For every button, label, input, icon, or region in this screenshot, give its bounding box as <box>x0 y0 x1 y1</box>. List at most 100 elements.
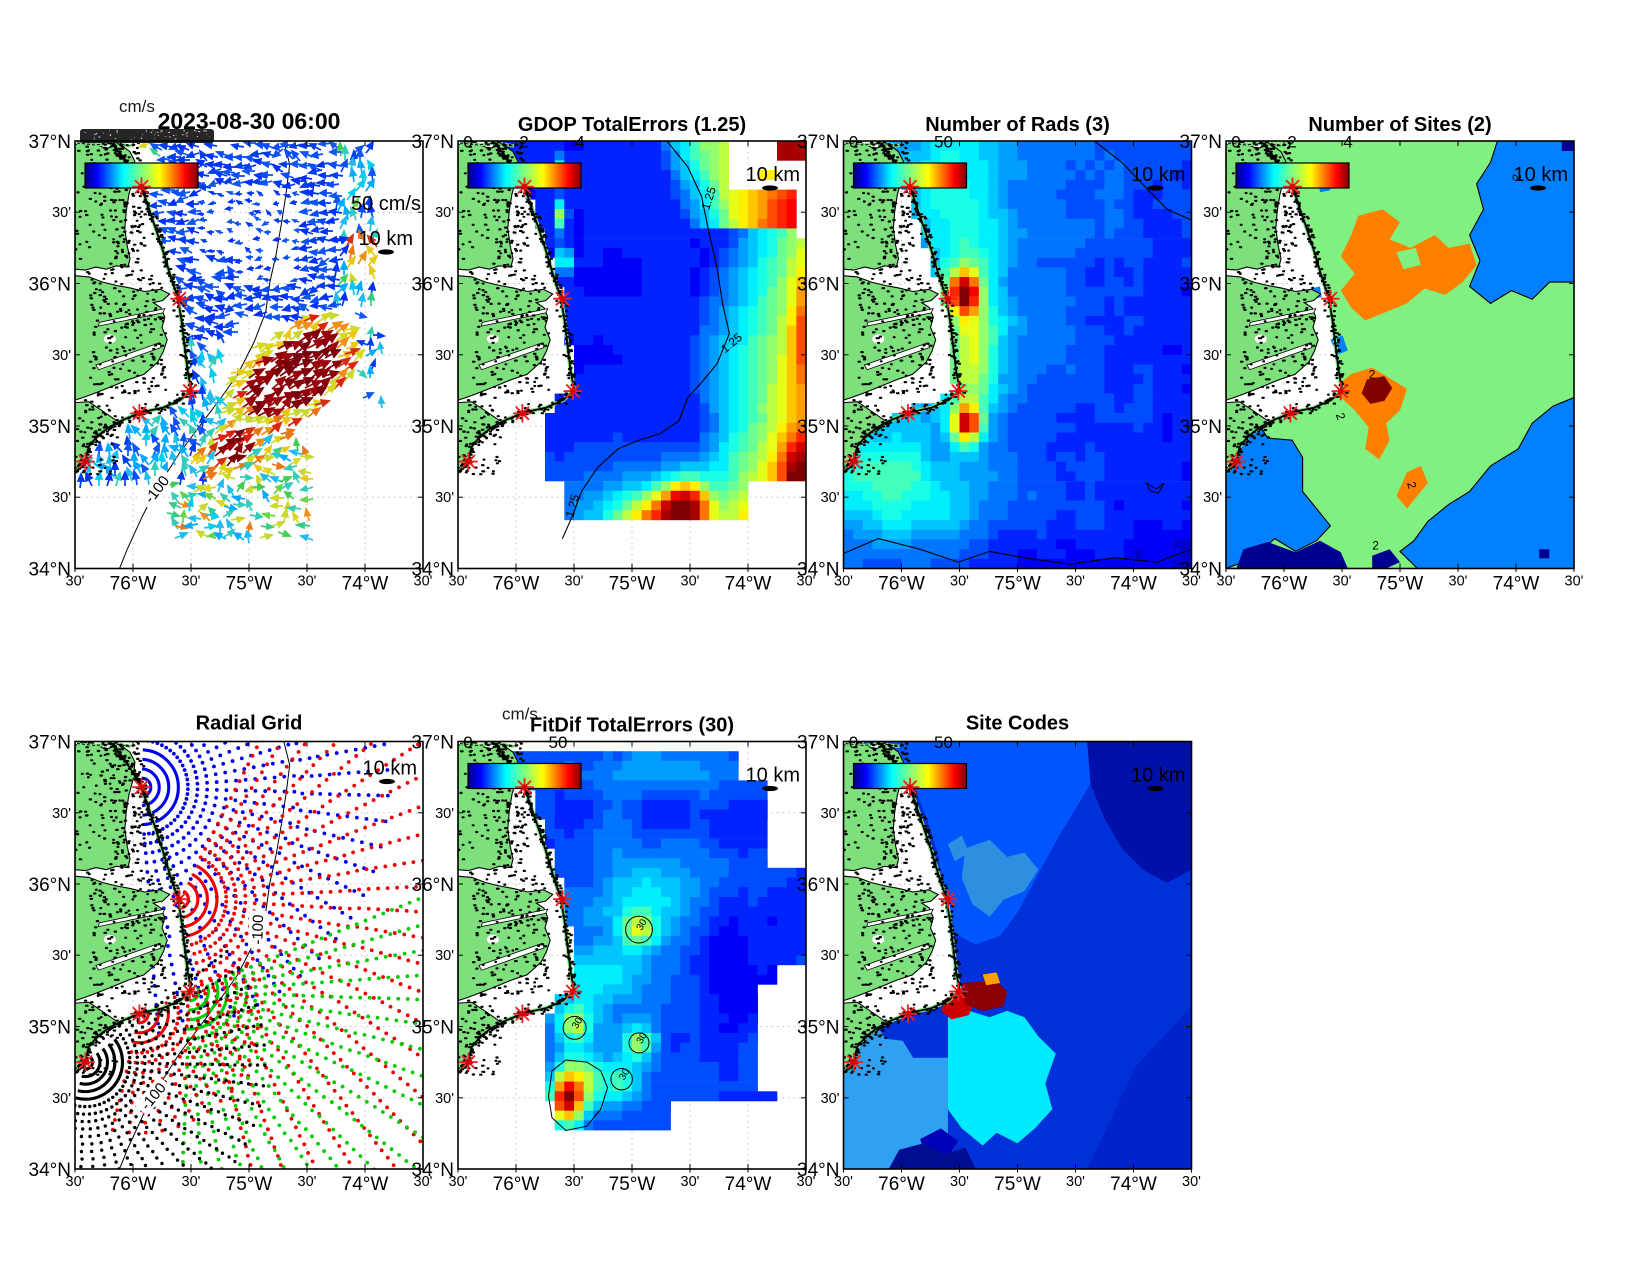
svg-text:30': 30' <box>797 574 816 590</box>
svg-text:30: 30 <box>635 917 650 933</box>
svg-text:30': 30' <box>950 1174 969 1190</box>
svg-text:10 km: 10 km <box>746 164 800 186</box>
svg-text:10 km: 10 km <box>1131 765 1185 787</box>
svg-text:37°N: 37°N <box>412 733 454 754</box>
svg-text:30': 30' <box>681 1174 700 1190</box>
svg-text:30': 30' <box>52 806 71 822</box>
svg-text:34°N: 34°N <box>797 1160 839 1181</box>
svg-text:30': 30' <box>298 1174 317 1190</box>
svg-text:30': 30' <box>797 1174 816 1190</box>
svg-text:34°N: 34°N <box>29 560 71 581</box>
svg-text:30': 30' <box>66 574 85 590</box>
svg-text:36°N: 36°N <box>1180 275 1222 296</box>
svg-text:30': 30' <box>821 348 840 364</box>
svg-text:10 km: 10 km <box>746 765 800 787</box>
svg-text:36°N: 36°N <box>797 275 839 296</box>
svg-text:76°W: 76°W <box>878 1174 925 1195</box>
svg-text:GDOP TotalErrors (1.25): GDOP TotalErrors (1.25) <box>518 114 746 136</box>
svg-text:2: 2 <box>519 133 528 152</box>
svg-text:0: 0 <box>849 733 858 752</box>
svg-text:Number of Sites (2): Number of Sites (2) <box>1308 114 1491 136</box>
svg-text:30: 30 <box>617 1067 632 1083</box>
svg-text:37°N: 37°N <box>797 733 839 754</box>
svg-text:30': 30' <box>52 348 71 364</box>
svg-text:30': 30' <box>52 1091 71 1107</box>
svg-text:30': 30' <box>821 1091 840 1107</box>
svg-text:30': 30' <box>565 574 584 590</box>
svg-text:74°W: 74°W <box>342 574 389 595</box>
svg-text:74°W: 74°W <box>1110 574 1157 595</box>
svg-text:2: 2 <box>1372 538 1379 552</box>
svg-text:34°N: 34°N <box>1180 560 1222 581</box>
svg-text:75°W: 75°W <box>226 574 273 595</box>
svg-text:76°W: 76°W <box>110 1174 157 1195</box>
svg-text:30': 30' <box>414 1174 433 1190</box>
svg-text:76°W: 76°W <box>1261 574 1308 595</box>
svg-text:30': 30' <box>1217 574 1236 590</box>
svg-text:35°N: 35°N <box>29 417 71 438</box>
svg-text:76°W: 76°W <box>493 1174 540 1195</box>
svg-text:Radial Grid: Radial Grid <box>196 713 303 735</box>
svg-text:30': 30' <box>1182 574 1201 590</box>
svg-text:35°N: 35°N <box>797 1018 839 1039</box>
svg-text:37°N: 37°N <box>29 733 71 754</box>
svg-text:Number of Rads (3): Number of Rads (3) <box>925 114 1109 136</box>
svg-text:30': 30' <box>414 574 433 590</box>
svg-text:75°W: 75°W <box>994 1174 1041 1195</box>
svg-text:30': 30' <box>52 490 71 506</box>
svg-text:30': 30' <box>1203 205 1222 221</box>
svg-text:FitDif TotalErrors (30): FitDif TotalErrors (30) <box>530 715 734 737</box>
svg-text:30': 30' <box>1066 574 1085 590</box>
svg-text:Site Codes: Site Codes <box>966 713 1069 735</box>
svg-text:0: 0 <box>849 133 858 152</box>
svg-text:1.25: 1.25 <box>563 493 583 519</box>
svg-text:2: 2 <box>1404 480 1419 490</box>
svg-text:2: 2 <box>1369 367 1376 381</box>
svg-text:30: 30 <box>570 1015 585 1031</box>
svg-text:10 km: 10 km <box>359 228 413 250</box>
svg-text:30': 30' <box>1182 1174 1201 1190</box>
svg-text:76°W: 76°W <box>493 574 540 595</box>
svg-text:35°N: 35°N <box>1180 417 1222 438</box>
svg-text:30': 30' <box>1449 574 1468 590</box>
svg-text:34°N: 34°N <box>412 1160 454 1181</box>
svg-text:50 cm/s: 50 cm/s <box>351 193 421 215</box>
svg-text:30': 30' <box>1203 348 1222 364</box>
svg-text:36°N: 36°N <box>29 275 71 296</box>
svg-text:30': 30' <box>435 948 454 964</box>
svg-text:74°W: 74°W <box>342 1174 389 1195</box>
svg-text:30': 30' <box>52 948 71 964</box>
svg-text:37°N: 37°N <box>29 132 71 153</box>
svg-text:30': 30' <box>834 1174 853 1190</box>
svg-text:30': 30' <box>821 490 840 506</box>
svg-text:30': 30' <box>821 806 840 822</box>
svg-text:2: 2 <box>1509 173 1524 182</box>
svg-text:34°N: 34°N <box>412 560 454 581</box>
svg-text:74°W: 74°W <box>1493 574 1540 595</box>
svg-text:30': 30' <box>565 1174 584 1190</box>
svg-text:30': 30' <box>449 1174 468 1190</box>
svg-text:30': 30' <box>681 574 700 590</box>
svg-text:37°N: 37°N <box>412 132 454 153</box>
svg-text:37°N: 37°N <box>1180 132 1222 153</box>
svg-text:36°N: 36°N <box>797 875 839 896</box>
svg-text:30': 30' <box>435 490 454 506</box>
svg-text:75°W: 75°W <box>609 574 656 595</box>
svg-text:37°N: 37°N <box>797 132 839 153</box>
svg-text:0: 0 <box>1231 133 1240 152</box>
svg-text:35°N: 35°N <box>412 417 454 438</box>
svg-text:4: 4 <box>575 133 584 152</box>
svg-text:0: 0 <box>463 733 472 752</box>
svg-text:75°W: 75°W <box>1377 574 1424 595</box>
svg-text:50: 50 <box>549 733 568 752</box>
svg-text:35°N: 35°N <box>412 1018 454 1039</box>
svg-text:10 km: 10 km <box>1514 164 1568 186</box>
svg-text:76°W: 76°W <box>110 574 157 595</box>
svg-text:30': 30' <box>1565 574 1584 590</box>
svg-text:2023-08-30 06:00: 2023-08-30 06:00 <box>158 108 341 134</box>
svg-text:30': 30' <box>449 574 468 590</box>
svg-text:30: 30 <box>635 1030 650 1046</box>
svg-text:34°N: 34°N <box>29 1160 71 1181</box>
svg-text:30': 30' <box>821 205 840 221</box>
svg-text:30': 30' <box>182 1174 201 1190</box>
